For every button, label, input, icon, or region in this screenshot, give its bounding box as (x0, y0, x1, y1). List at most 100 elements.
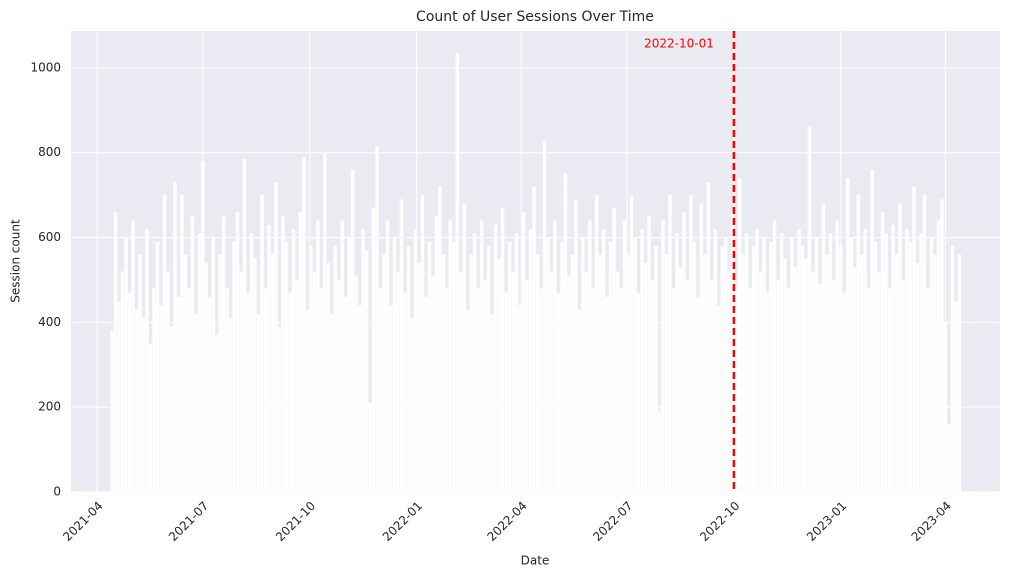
bar (716, 305, 721, 493)
bar (936, 220, 941, 493)
bar (207, 296, 212, 493)
bar (685, 279, 690, 493)
bar (650, 279, 655, 493)
bar (563, 173, 568, 493)
bar (926, 288, 930, 493)
bar (305, 309, 310, 493)
bar (678, 267, 683, 493)
bar (200, 161, 205, 493)
bar (713, 228, 718, 493)
bar (845, 178, 850, 493)
bar (350, 169, 355, 493)
bar (274, 182, 278, 493)
bar (856, 194, 861, 493)
bar (898, 203, 902, 493)
bar (943, 322, 948, 493)
bar (371, 207, 376, 493)
bar (413, 228, 418, 493)
bar (688, 194, 693, 493)
bar (723, 237, 728, 493)
bar (152, 288, 156, 493)
bar (131, 220, 135, 493)
bar (113, 211, 118, 493)
bar (765, 292, 770, 493)
bar (375, 146, 379, 493)
bar (246, 292, 251, 493)
bar (744, 233, 749, 493)
bar (434, 216, 439, 493)
bar (762, 237, 766, 493)
bar (629, 194, 634, 493)
bar (277, 326, 282, 493)
bar (615, 271, 620, 493)
bar (169, 326, 174, 493)
bar (797, 228, 801, 493)
x-tick-label: 2021-07 (166, 499, 211, 544)
bar (441, 254, 446, 493)
bar (804, 258, 808, 493)
bar (148, 343, 153, 493)
bar (661, 220, 665, 493)
x-tick-label: 2023-04 (909, 499, 954, 544)
bar (919, 233, 923, 493)
bar (462, 203, 467, 493)
bar (451, 241, 456, 493)
bar (601, 228, 606, 493)
x-tick-label: 2022-10 (697, 499, 742, 544)
y-tick-label: 400 (38, 315, 61, 329)
bar (870, 169, 875, 493)
bar (706, 182, 711, 493)
bar (472, 233, 477, 493)
bar (556, 292, 561, 493)
bar (396, 271, 400, 493)
bar (622, 220, 627, 493)
bar (368, 402, 373, 493)
bar (769, 241, 773, 493)
bar (333, 245, 338, 493)
bar (511, 271, 515, 493)
bar (549, 271, 554, 493)
bar (295, 279, 299, 493)
bar (253, 258, 257, 493)
bar (633, 237, 637, 493)
bar (193, 313, 198, 493)
x-tick-label: 2021-10 (273, 499, 318, 544)
bar (270, 254, 275, 493)
bar (594, 194, 599, 493)
bar (497, 258, 502, 493)
bar (817, 284, 822, 493)
bar (493, 224, 498, 493)
bar (298, 211, 303, 493)
bar (179, 194, 184, 493)
bar (197, 233, 202, 493)
bar (448, 220, 453, 493)
bar (587, 220, 592, 493)
bar (675, 233, 679, 493)
bar (559, 241, 564, 493)
bar (811, 271, 815, 493)
bar (751, 245, 756, 493)
bar (159, 305, 163, 493)
bar (657, 411, 662, 493)
bar (682, 211, 686, 493)
chart-title: Count of User Sessions Over Time (416, 9, 654, 25)
bar (887, 288, 892, 493)
bar (566, 275, 571, 493)
bar (403, 292, 407, 493)
bar (758, 271, 763, 493)
bar (214, 334, 219, 493)
bar (727, 271, 732, 493)
bar (535, 254, 540, 493)
bar (354, 275, 359, 493)
bar (647, 216, 651, 493)
bar (866, 288, 871, 493)
bar (699, 203, 704, 493)
bar (378, 288, 383, 493)
bar (162, 194, 167, 493)
bar (521, 211, 526, 493)
bar (134, 309, 139, 493)
bar (671, 288, 676, 493)
bar (922, 194, 927, 493)
bar (500, 207, 505, 493)
bar (640, 228, 644, 493)
